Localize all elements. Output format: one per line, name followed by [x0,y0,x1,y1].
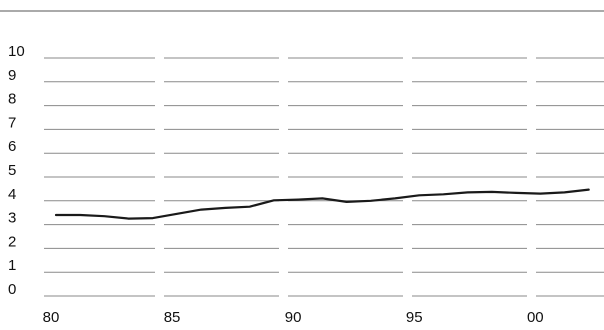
y-tick-label-8: 8 [8,91,16,108]
y-tick-label-9: 9 [8,67,16,84]
x-tick-label-00: 00 [527,309,544,326]
x-tick-label-90: 90 [285,309,302,326]
y-axis-ticks: 0 1 2 3 4 5 6 7 8 9 10 [8,43,25,298]
x-tick-label-95: 95 [406,309,423,326]
y-tick-label-0: 0 [8,281,16,298]
series-line-0 [54,188,590,220]
x-axis-ticks: 80 85 90 95 00 [43,309,544,326]
series-layer [54,188,590,220]
y-tick-label-7: 7 [8,114,16,131]
y-tick-label-6: 6 [8,138,16,155]
x-tick-label-85: 85 [164,309,181,326]
y-tick-label-3: 3 [8,210,16,227]
x-tick-label-80: 80 [43,309,60,326]
gridlines [44,57,604,297]
y-tick-label-1: 1 [8,257,16,274]
y-tick-label-5: 5 [8,162,16,179]
y-tick-label-2: 2 [8,233,16,250]
y-tick-label-4: 4 [8,186,16,203]
y-tick-label-10: 10 [8,43,25,60]
